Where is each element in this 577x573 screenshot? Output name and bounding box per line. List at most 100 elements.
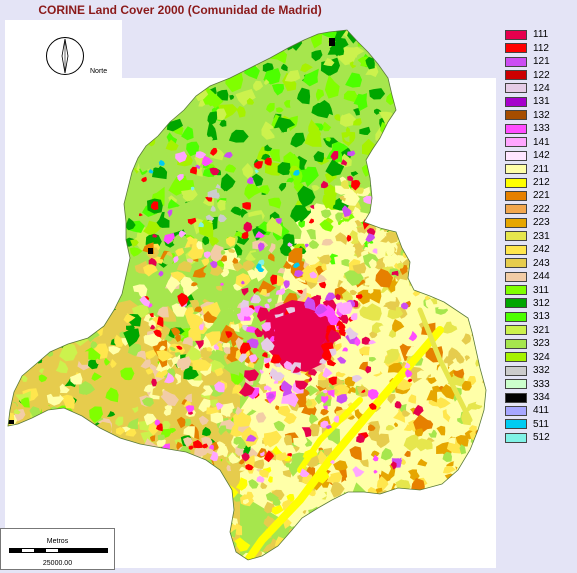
legend-item-131: 131 (505, 95, 575, 108)
legend-swatch (505, 137, 527, 148)
legend-label: 133 (533, 123, 550, 135)
legend-item-243: 243 (505, 256, 575, 269)
legend-item-311: 311 (505, 283, 575, 296)
legend-item-212: 212 (505, 176, 575, 189)
legend-item-242: 242 (505, 243, 575, 256)
legend-swatch (505, 244, 527, 255)
legend-swatch (505, 352, 527, 363)
legend-swatch (505, 110, 527, 121)
legend-item-312: 312 (505, 297, 575, 310)
legend-label: 323 (533, 338, 550, 350)
legend-swatch (505, 177, 527, 188)
legend-item-231: 231 (505, 230, 575, 243)
legend-label: 312 (533, 297, 550, 309)
legend-label: 512 (533, 432, 550, 444)
legend-swatch (505, 231, 527, 242)
legend-swatch (505, 392, 527, 403)
scale-title: Metros (46, 538, 69, 545)
legend-label: 131 (533, 96, 550, 108)
land-cover-map (7, 29, 487, 561)
legend-label: 112 (533, 42, 549, 54)
legend-label: 223 (533, 217, 550, 229)
legend: 111 112 121 122 124 131 132 133 141 142 211 212 221 2… (505, 28, 575, 445)
legend-swatch (505, 285, 527, 296)
legend-label: 243 (533, 257, 550, 269)
legend-swatch (505, 298, 527, 309)
legend-swatch (505, 164, 527, 175)
legend-item-313: 313 (505, 310, 575, 323)
legend-swatch (505, 150, 527, 161)
legend-label: 141 (533, 136, 550, 148)
scale-value: 25000.00 (42, 560, 73, 567)
legend-label: 124 (533, 82, 550, 94)
legend-item-141: 141 (505, 136, 575, 149)
legend-item-221: 221 (505, 189, 575, 202)
legend-label: 142 (533, 150, 550, 162)
legend-item-142: 142 (505, 149, 575, 162)
legend-label: 334 (533, 392, 550, 404)
legend-item-512: 512 (505, 431, 575, 444)
legend-item-411: 411 (505, 404, 575, 417)
legend-item-222: 222 (505, 203, 575, 216)
legend-swatch (505, 311, 527, 322)
north-arrow-panel: Norte (5, 20, 122, 78)
legend-swatch (505, 43, 527, 54)
legend-label: 212 (533, 177, 550, 189)
legend-label: 311 (533, 284, 549, 296)
legend-item-122: 122 (505, 68, 575, 81)
legend-item-111: 111 (505, 28, 575, 41)
legend-item-121: 121 (505, 55, 575, 68)
north-arrow-icon (46, 37, 84, 75)
legend-swatch (505, 190, 527, 201)
legend-item-112: 112 (505, 41, 575, 54)
legend-item-132: 132 (505, 109, 575, 122)
legend-label: 211 (533, 163, 549, 175)
legend-label: 313 (533, 311, 550, 323)
legend-swatch (505, 271, 527, 282)
legend-swatch (505, 419, 527, 430)
legend-swatch (505, 365, 527, 376)
legend-label: 231 (533, 230, 550, 242)
legend-swatch (505, 96, 527, 107)
legend-item-223: 223 (505, 216, 575, 229)
legend-item-321: 321 (505, 324, 575, 337)
legend-swatch (505, 123, 527, 134)
legend-label: 221 (533, 190, 550, 202)
legend-label: 332 (533, 365, 550, 377)
legend-label: 321 (533, 324, 550, 336)
legend-label: 244 (533, 271, 550, 283)
legend-label: 222 (533, 203, 550, 215)
legend-item-324: 324 (505, 351, 575, 364)
legend-swatch (505, 29, 527, 40)
north-label: Norte (90, 68, 108, 75)
legend-label: 121 (533, 56, 550, 68)
legend-swatch (505, 217, 527, 228)
legend-swatch (505, 432, 527, 443)
legend-item-244: 244 (505, 270, 575, 283)
scale-bar: Metros 25000.00 (0, 528, 115, 570)
legend-label: 111 (533, 29, 549, 41)
legend-swatch (505, 325, 527, 336)
map-title: CORINE Land Cover 2000 (Comunidad de Mad… (38, 3, 322, 17)
legend-item-511: 511 (505, 418, 575, 431)
legend-item-133: 133 (505, 122, 575, 135)
legend-item-332: 332 (505, 364, 575, 377)
legend-item-323: 323 (505, 337, 575, 350)
legend-swatch (505, 379, 527, 390)
legend-label: 333 (533, 378, 550, 390)
legend-item-124: 124 (505, 82, 575, 95)
legend-item-333: 333 (505, 377, 575, 390)
scale-bar-graphic (9, 548, 108, 553)
legend-swatch (505, 70, 527, 81)
legend-label: 411 (533, 405, 549, 417)
legend-swatch (505, 56, 527, 67)
legend-label: 122 (533, 69, 550, 81)
legend-swatch (505, 83, 527, 94)
legend-item-211: 211 (505, 162, 575, 175)
legend-swatch (505, 258, 527, 269)
legend-label: 132 (533, 109, 550, 121)
legend-swatch (505, 338, 527, 349)
legend-swatch (505, 405, 527, 416)
legend-item-334: 334 (505, 391, 575, 404)
legend-label: 324 (533, 351, 550, 363)
